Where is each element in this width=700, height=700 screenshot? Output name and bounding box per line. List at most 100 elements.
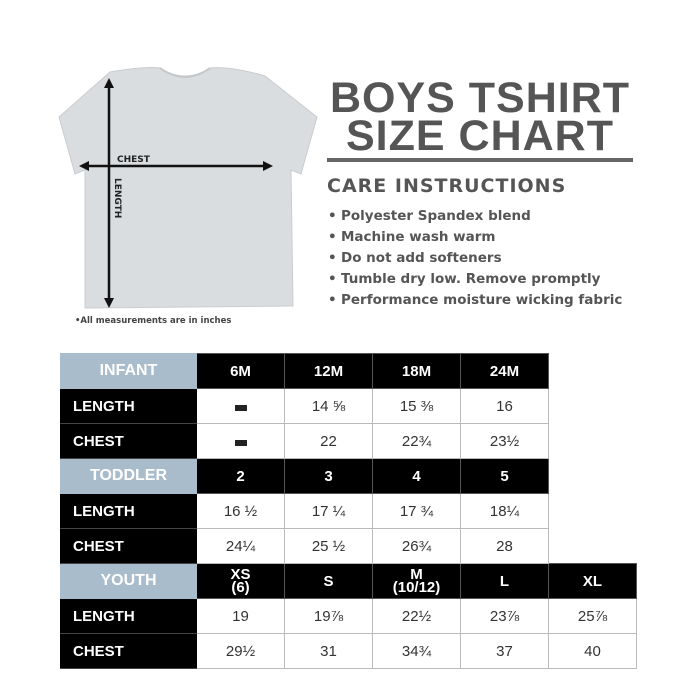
- length-value: 17 ¾: [372, 493, 461, 529]
- length-value: 19: [196, 598, 285, 634]
- length-value: 19⅞: [284, 598, 373, 634]
- size-header: 24M: [460, 353, 549, 389]
- length-label: LENGTH: [60, 493, 197, 529]
- chest-row: CHEST 29½ 31 34¾ 37 40: [60, 633, 637, 669]
- size-label: 18M: [401, 362, 432, 380]
- chest-value: 34¾: [372, 633, 461, 669]
- care-list: • Polyester Spandex blend • Machine wash w…: [328, 206, 622, 311]
- length-row: LENGTH 14 ⅝ 15 ⅜ 16: [60, 388, 637, 424]
- size-label: M: [410, 566, 423, 583]
- length-row: LENGTH 16 ½ 17 ¼ 17 ¾ 18¼: [60, 493, 637, 529]
- length-arrow: [104, 78, 114, 308]
- bullet-icon: •: [328, 229, 337, 245]
- length-value: 17 ¼: [284, 493, 373, 529]
- empty-cell: [548, 528, 637, 564]
- size-label: 12M: [313, 362, 344, 380]
- size-header: XS (6): [196, 563, 285, 599]
- size-header: XL: [548, 563, 637, 599]
- size-header: S: [284, 563, 373, 599]
- title-divider: [327, 158, 633, 162]
- care-item: • Machine wash warm: [328, 227, 622, 248]
- chest-label: CHEST: [117, 155, 151, 165]
- size-label: 5: [500, 467, 509, 485]
- size-header: M (10/12): [372, 563, 461, 599]
- length-label: LENGTH: [60, 598, 197, 634]
- bullet-icon: •: [328, 208, 337, 224]
- length-value: [196, 388, 285, 424]
- size-header: 4: [372, 458, 461, 494]
- length-row: LENGTH 19 19⅞ 22½ 23⅞ 25⅞: [60, 598, 637, 634]
- chest-value: 26¾: [372, 528, 461, 564]
- chest-value: 24¼: [196, 528, 285, 564]
- size-header: 18M: [372, 353, 461, 389]
- chest-row: CHEST 24¼ 25 ½ 26¾ 28: [60, 528, 637, 564]
- length-value: 18¼: [460, 493, 549, 529]
- size-sub-label: (6): [231, 579, 250, 596]
- size-label: 3: [324, 467, 333, 485]
- size-header-row: TODDLER 2 3 4 5: [60, 458, 637, 494]
- size-label: XS: [230, 566, 251, 583]
- length-value: 16: [460, 388, 549, 424]
- length-value: 15 ⅜: [372, 388, 461, 424]
- size-label: L: [499, 572, 510, 590]
- measurement-note: •All measurements are in inches: [75, 316, 232, 326]
- size-label: 4: [412, 467, 421, 485]
- size-header: L: [460, 563, 549, 599]
- bullet-icon: •: [328, 292, 337, 308]
- chest-value: 29½: [196, 633, 285, 669]
- group-label-toddler: TODDLER: [60, 458, 197, 494]
- bullet-icon: •: [328, 250, 337, 266]
- chest-value: 40: [548, 633, 637, 669]
- length-value: 14 ⅝: [284, 388, 373, 424]
- care-item: • Do not add softeners: [328, 248, 622, 269]
- chest-value: 28: [460, 528, 549, 564]
- size-header: 6M: [196, 353, 285, 389]
- bullet-icon: •: [328, 271, 337, 287]
- not-available-dash-icon: [234, 439, 247, 446]
- care-item: • Tumble dry low. Remove promptly: [328, 269, 622, 290]
- size-header: 2: [196, 458, 285, 494]
- size-label: 2: [236, 467, 245, 485]
- chest-value: 37: [460, 633, 549, 669]
- tshirt-diagram: CHEST LENGTH: [58, 67, 318, 309]
- length-label: LENGTH: [60, 388, 197, 424]
- chest-label: CHEST: [60, 423, 197, 459]
- chest-row: CHEST 22 22¾ 23½: [60, 423, 637, 459]
- chest-value: 31: [284, 633, 373, 669]
- size-header: 5: [460, 458, 549, 494]
- chest-value: [196, 423, 285, 459]
- chest-label: CHEST: [60, 528, 197, 564]
- size-header-row: INFANT 6M 12M 18M 24M: [60, 353, 637, 389]
- chest-value: 22¾: [372, 423, 461, 459]
- chest-label: CHEST: [60, 633, 197, 669]
- empty-cell: [548, 458, 637, 494]
- length-label: LENGTH: [112, 178, 122, 218]
- empty-cell: [548, 493, 637, 529]
- empty-cell: [548, 388, 637, 424]
- size-label: S: [323, 572, 334, 590]
- size-sub-label: (10/12): [392, 579, 441, 596]
- care-item: • Performance moisture wicking fabric: [328, 290, 622, 311]
- size-label: 24M: [489, 362, 520, 380]
- length-value: 16 ½: [196, 493, 285, 529]
- size-table: INFANT 6M 12M 18M 24M LENGTH 14 ⅝ 15 ⅜ 16 CHEST 22…: [60, 353, 637, 669]
- empty-cell: [548, 423, 637, 459]
- empty-cell: [548, 353, 637, 389]
- chest-arrow: [79, 161, 273, 171]
- care-item: • Polyester Spandex blend: [328, 206, 622, 227]
- chest-value: 22: [284, 423, 373, 459]
- size-label: XL: [582, 572, 603, 590]
- length-value: 25⅞: [548, 598, 637, 634]
- chest-value: 25 ½: [284, 528, 373, 564]
- care-heading: CARE INSTRUCTIONS: [327, 175, 567, 197]
- size-header: 3: [284, 458, 373, 494]
- group-label-youth: YOUTH: [60, 563, 197, 599]
- not-available-dash-icon: [234, 404, 247, 411]
- size-header: 12M: [284, 353, 373, 389]
- group-label-infant: INFANT: [60, 353, 197, 389]
- length-value: 23⅞: [460, 598, 549, 634]
- length-value: 22½: [372, 598, 461, 634]
- size-label: 6M: [230, 362, 251, 380]
- size-header-row: YOUTH XS (6) S M (10/12) L XL: [60, 563, 637, 599]
- page-title-line1: BOYS TSHIRT: [329, 74, 631, 122]
